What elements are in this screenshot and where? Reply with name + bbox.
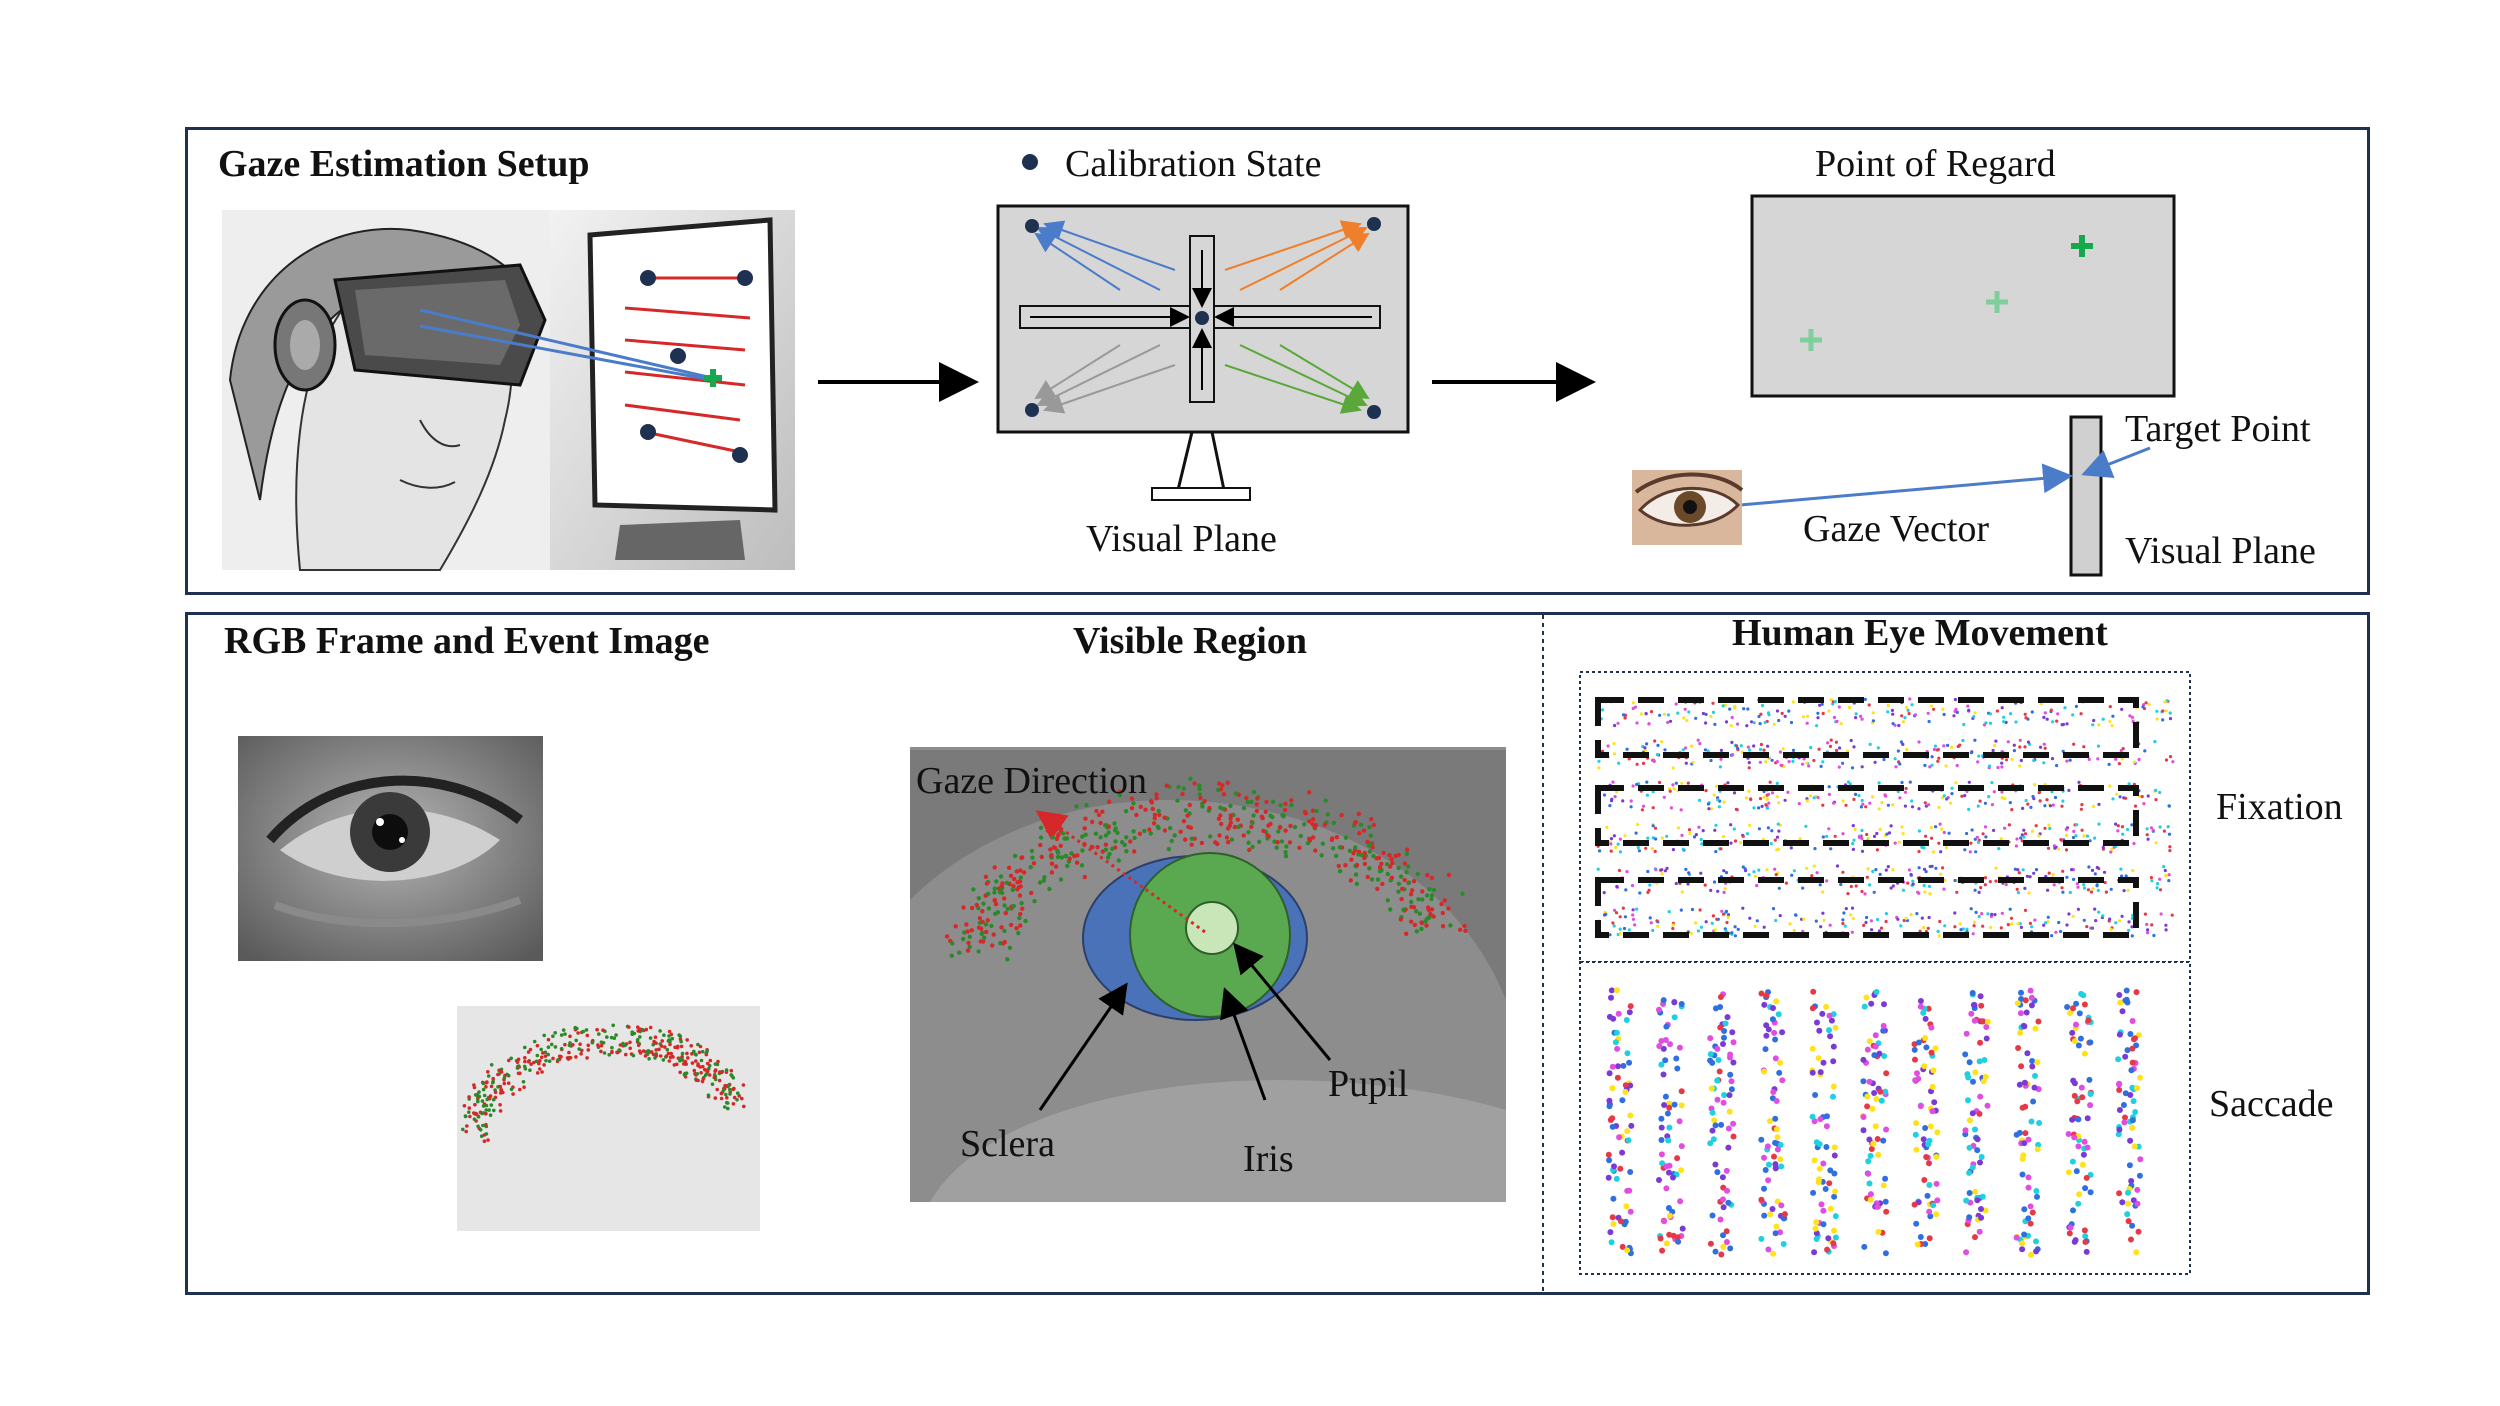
visual-plane-caption: Visual Plane [1086,518,1277,560]
visual-plane-side-label: Visual Plane [2125,530,2316,572]
setup-title: Gaze Estimation Setup [218,143,590,185]
calibration-monitor [996,204,1410,501]
rgb-event-title: RGB Frame and Event Image [224,620,710,662]
eye-movement-title: Human Eye Movement [1732,612,2108,654]
fixation-plot [1579,671,2191,963]
fixation-label: Fixation [2216,786,2343,828]
iris-label: Iris [1243,1138,1294,1180]
calibration-legend-dot [1022,154,1038,170]
target-point-label: Target Point [2125,408,2311,450]
rgb-eye-frame [238,736,543,961]
calibration-legend-label: Calibration State [1065,143,1322,185]
eye-photo-icon [1632,470,1744,545]
saccade-plot [1579,961,2191,1275]
point-of-regard-title: Point of Regard [1815,143,2056,185]
visible-region-title: Visible Region [1073,620,1307,662]
side-visual-plane [1739,415,2151,577]
gaze-vector-label: Gaze Vector [1803,508,1990,550]
pupil-label: Pupil [1328,1063,1409,1105]
visible-region-image [910,747,1506,1202]
event-image [457,1006,760,1231]
saccade-label: Saccade [2209,1083,2334,1125]
pupil-circle [1185,901,1239,955]
sclera-label: Sclera [960,1123,1055,1165]
vr-sketch-illustration [222,210,795,571]
point-of-regard-screen [1750,194,2176,398]
gaze-direction-label: Gaze Direction [916,760,1148,802]
